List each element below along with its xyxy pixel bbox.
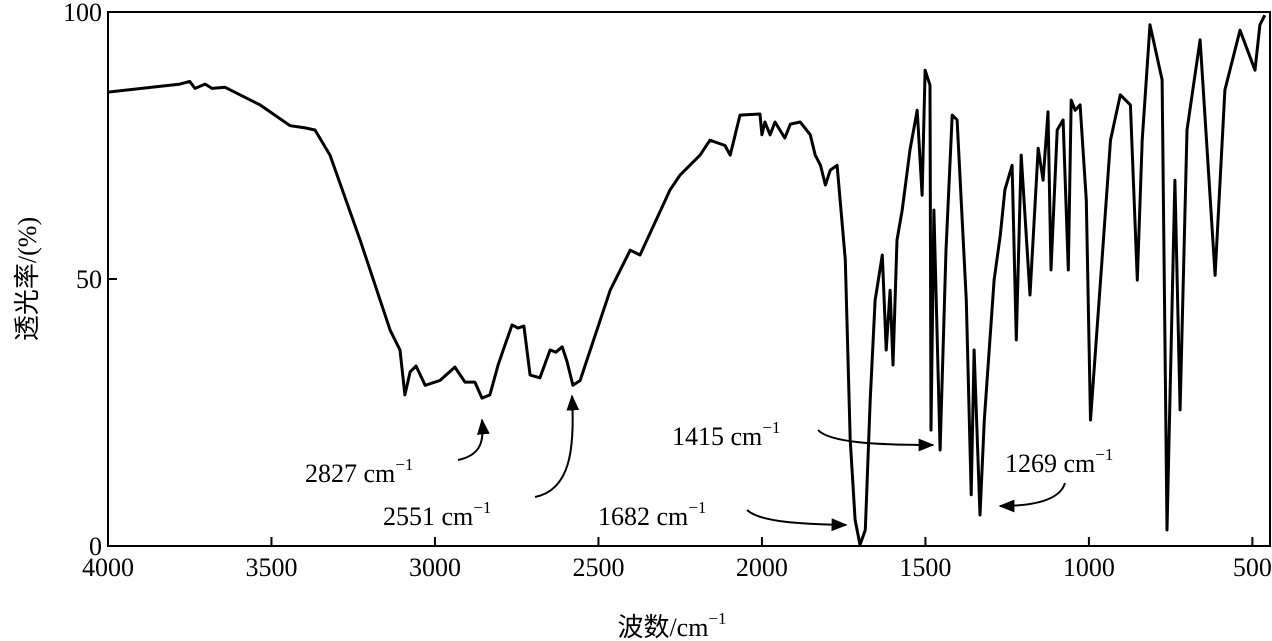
annotation-text: 1269 cm <box>1005 449 1095 478</box>
x-tick-label: 2000 <box>736 553 788 582</box>
annotation-arrow <box>817 429 935 452</box>
annotation-text: 1415 cm <box>672 422 762 451</box>
annotation-arrow <box>746 509 848 532</box>
y-tick-label: 100 <box>63 0 102 27</box>
y-tick-label: 50 <box>76 265 102 294</box>
annotation-sup: −1 <box>762 418 780 437</box>
y-axis-label: 透光率/(%) <box>13 217 42 341</box>
x-axis-label-sup: −1 <box>708 609 726 628</box>
x-tick-label: 3500 <box>245 553 297 582</box>
annotation: 2551 cm−1 <box>383 498 491 531</box>
annotation: 2827 cm−1 <box>305 455 413 488</box>
annotation: 1415 cm−1 <box>672 418 780 451</box>
x-axis-label-text: 波数/cm <box>617 613 708 641</box>
plot-frame <box>107 11 1271 547</box>
y-tick-label: 0 <box>89 532 102 561</box>
annotation: 1682 cm−1 <box>598 498 706 531</box>
annotations: 2827 cm−1 2551 cm−1 1682 cm−1 1415 cm−1 … <box>305 394 1113 532</box>
x-tick-label: 500 <box>1233 553 1272 582</box>
annotation-sup: −1 <box>395 455 413 474</box>
annotation: 1269 cm−1 <box>1005 445 1113 478</box>
x-tick-label: 2500 <box>572 553 624 582</box>
x-tick-label: 3000 <box>409 553 461 582</box>
annotation-sup: −1 <box>1095 445 1113 464</box>
annotation-text: 2551 cm <box>383 502 473 531</box>
x-tick-label: 4000 <box>82 553 134 582</box>
annotation-arrow <box>534 394 580 498</box>
annotation-arrow <box>457 418 490 461</box>
annotation-text: 1682 cm <box>598 502 688 531</box>
annotation-arrow <box>998 482 1066 513</box>
x-tick-label: 1500 <box>899 553 951 582</box>
annotation-sup: −1 <box>473 498 491 517</box>
x-axis-label: 波数/cm−1 <box>617 609 726 641</box>
annotation-sup: −1 <box>688 498 706 517</box>
spectrum-line <box>107 14 1267 547</box>
annotation-text: 2827 cm <box>305 459 395 488</box>
x-tick-label: 1000 <box>1063 553 1115 582</box>
